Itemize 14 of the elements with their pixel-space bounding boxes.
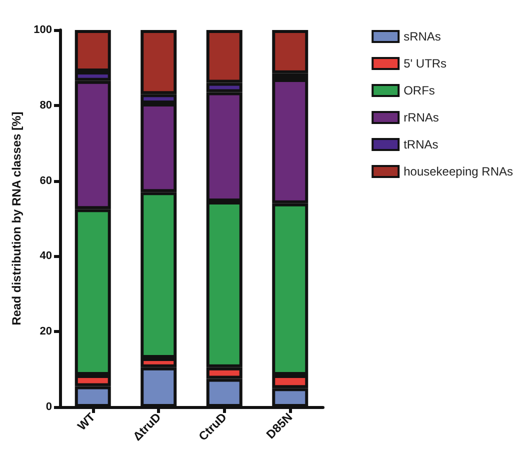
y-tick-label: 40 — [40, 250, 52, 262]
y-tick-label: 0 — [46, 401, 52, 413]
legend-label: housekeeping RNAs — [404, 164, 514, 178]
x-tick-label: WT — [74, 410, 98, 434]
y-tick-label: 80 — [40, 99, 52, 112]
legend-label: 5' UTRs — [404, 56, 447, 70]
y-axis-title: Read distribution by RNA classes [%] — [10, 112, 24, 326]
y-tick-label: 100 — [34, 24, 52, 36]
legend-label: ORFs — [404, 84, 435, 98]
y-tick-label: 20 — [40, 326, 52, 338]
legend-label: tRNAs — [404, 138, 438, 152]
legend-label: rRNAs — [404, 110, 439, 124]
y-tick-label: 60 — [40, 174, 52, 187]
legend-label: sRNAs — [404, 30, 441, 44]
